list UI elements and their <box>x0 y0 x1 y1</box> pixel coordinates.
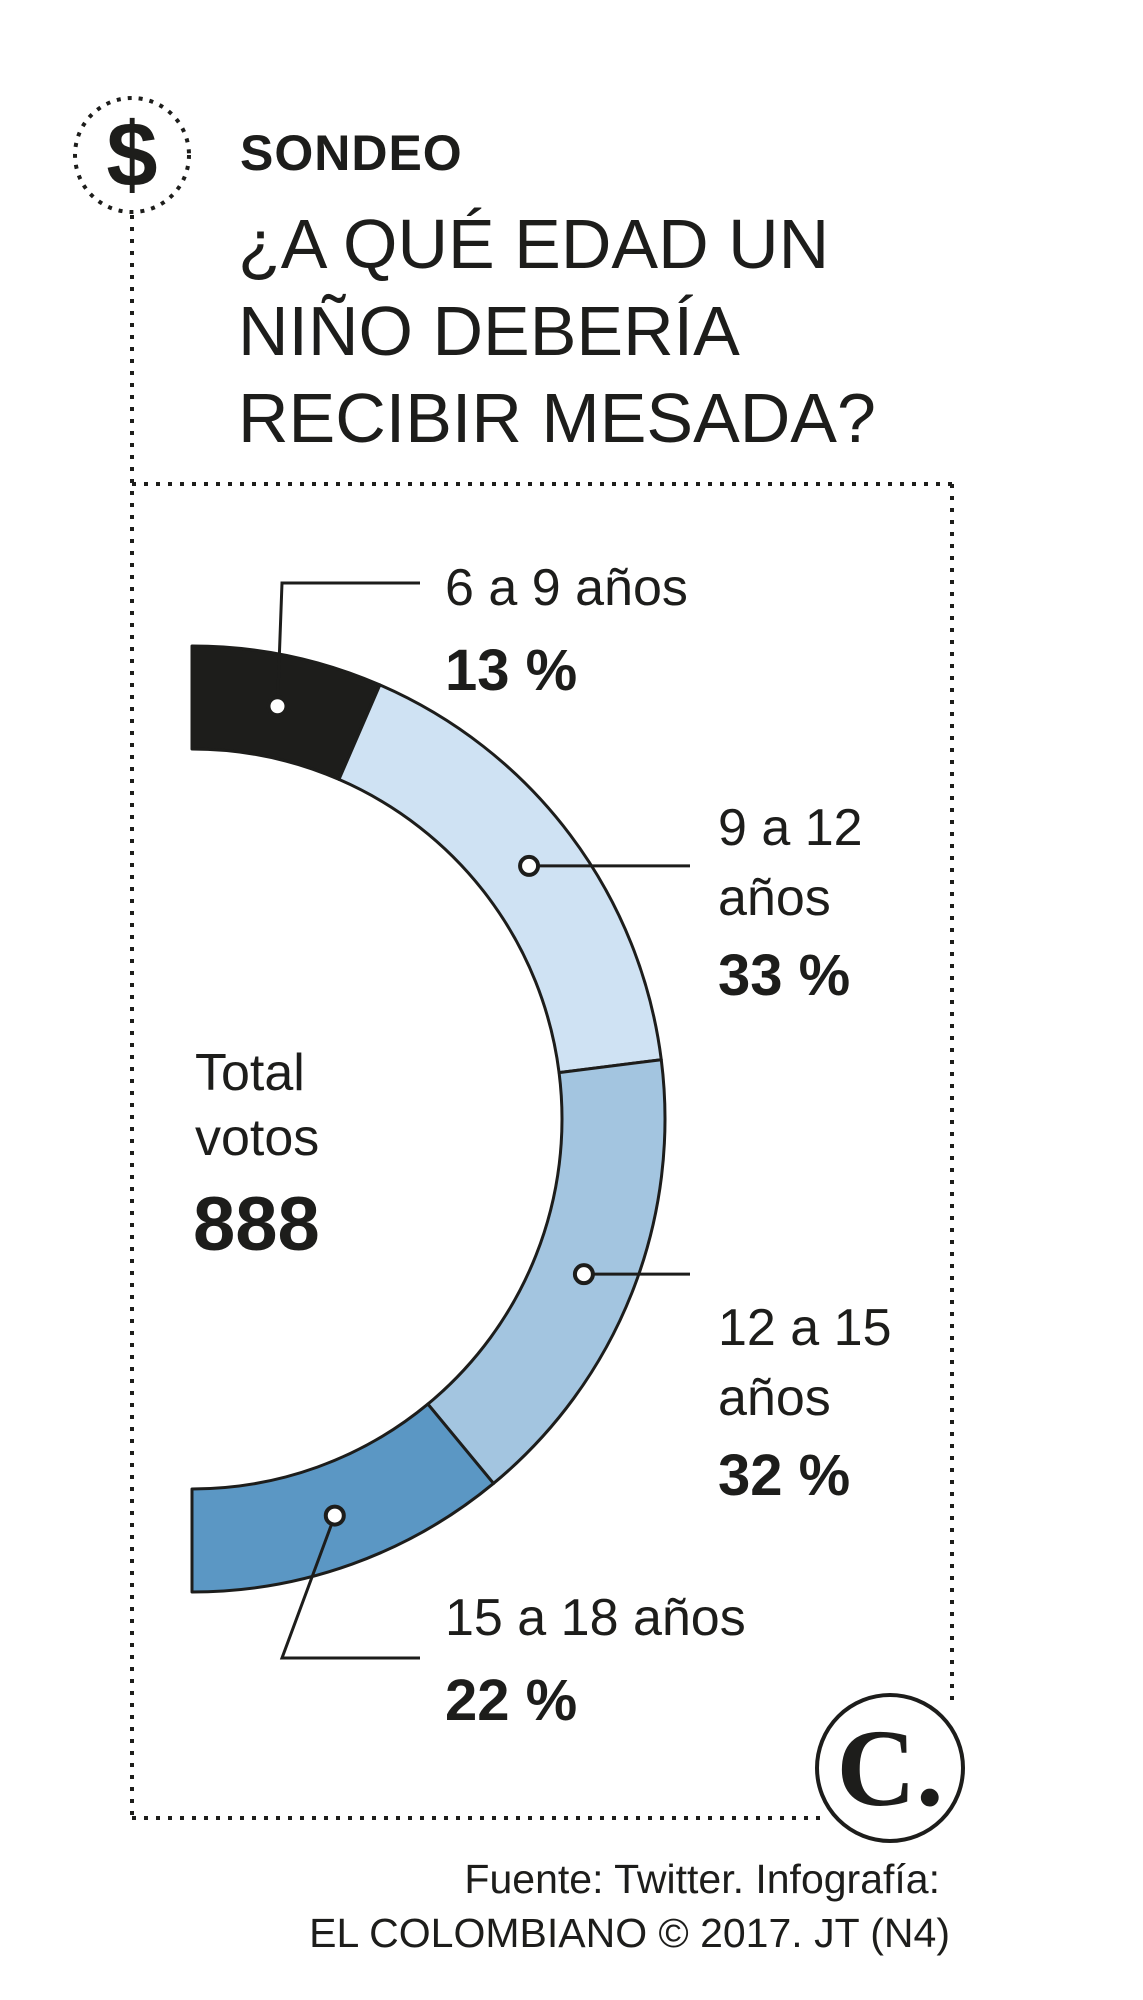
label-12-15-years-line-2: años <box>718 1369 831 1427</box>
pct-15-18-years: 22 % <box>445 1668 577 1733</box>
segment-12-15-years <box>426 1058 667 1485</box>
source-line-2: EL COLOMBIANO © 2017. JT (N4) <box>309 1910 950 1956</box>
headline-line-3: RECIBIR MESADA? <box>238 379 876 457</box>
section-kicker: SONDEO <box>240 125 463 181</box>
logo-letter: C. <box>837 1707 944 1829</box>
label-15-18-years: 15 a 18 años <box>445 1589 746 1647</box>
leader-dot-6-9-years <box>266 695 289 718</box>
total-votes-value: 888 <box>193 1182 320 1267</box>
headline-line-1: ¿A QUÉ EDAD UN <box>238 205 829 283</box>
donut-segments <box>190 644 667 1594</box>
el-colombiano-logo: C. <box>815 1693 965 1843</box>
source-line-1: Fuente: Twitter. Infografía: <box>464 1856 940 1902</box>
label-9-12-years-line-2: años <box>718 869 831 927</box>
dollar-icon: $ <box>73 96 191 214</box>
leader-line-15-18-years <box>279 1515 420 1660</box>
svg-text:$: $ <box>106 104 157 206</box>
label-6-9-years: 6 a 9 años <box>445 559 688 617</box>
pct-6-9-years: 13 % <box>445 638 577 703</box>
leader-lines <box>266 581 690 1660</box>
pct-12-15-years: 32 % <box>718 1443 850 1508</box>
dotted-frame <box>130 215 954 1820</box>
segment-9-12-years <box>337 683 663 1075</box>
label-12-15-years-line-1: 12 a 15 <box>718 1299 892 1357</box>
leader-dot-9-12-years <box>518 854 541 877</box>
headline-line-2: NIÑO DEBERÍA <box>238 292 740 370</box>
label-9-12-years-line-1: 9 a 12 <box>718 799 863 857</box>
leader-dot-15-18-years <box>323 1504 346 1527</box>
pct-9-12-years: 33 % <box>718 943 850 1008</box>
segment-15-18-years <box>190 1402 496 1594</box>
total-label-line-2: votos <box>195 1109 319 1167</box>
total-label-line-1: Total <box>195 1044 305 1102</box>
leader-line-6-9-years <box>275 581 420 707</box>
leader-dot-12-15-years <box>572 1263 595 1286</box>
